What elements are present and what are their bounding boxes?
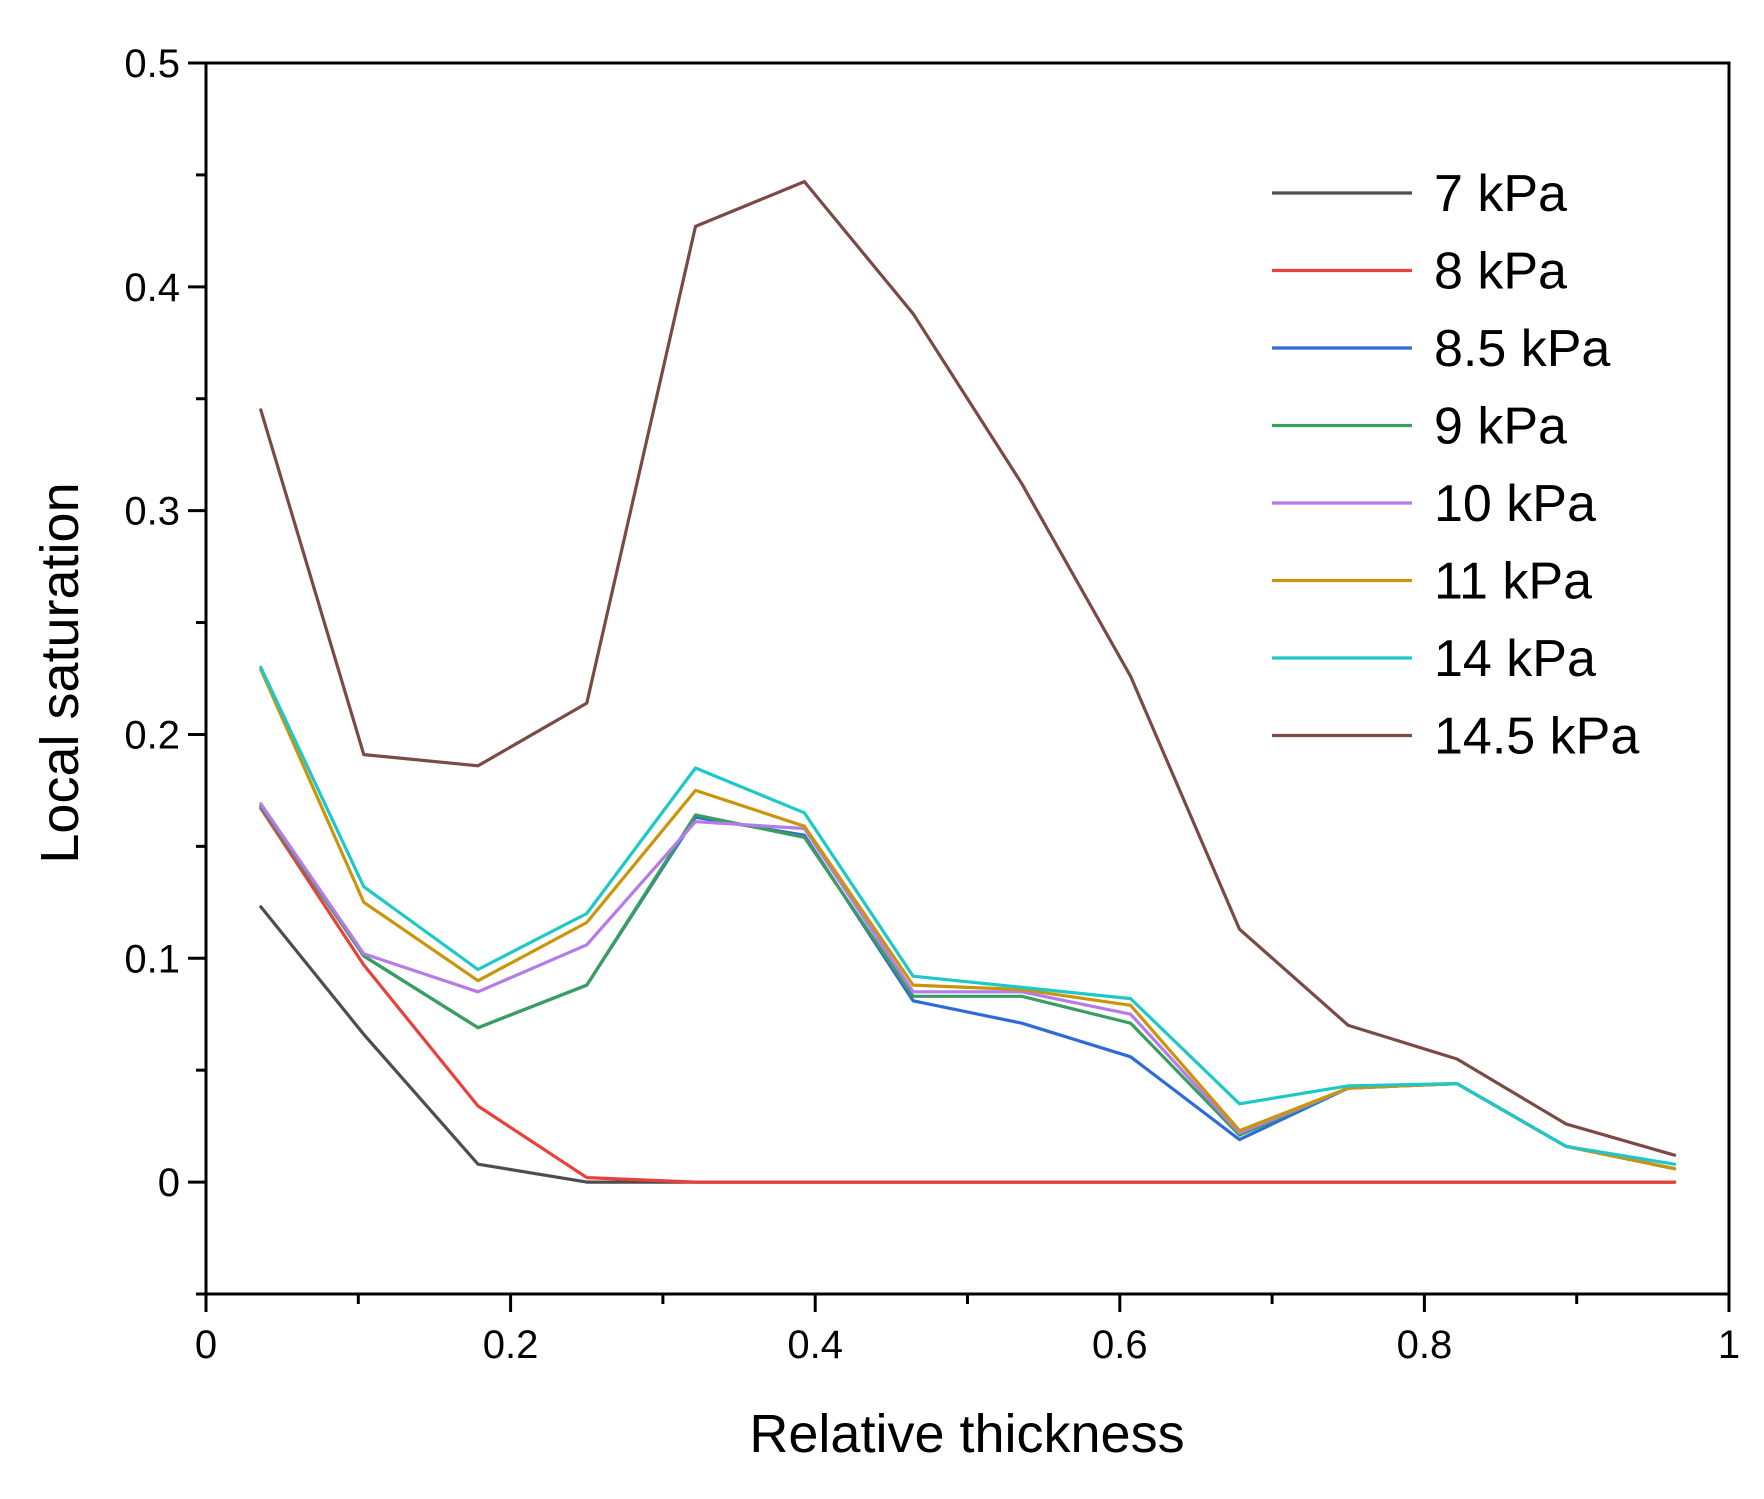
- x-tick-label: 0.2: [483, 1323, 539, 1367]
- y-axis-label: Local saturation: [30, 482, 90, 863]
- y-tick-label: 0.3: [124, 490, 180, 534]
- legend-label-3: 8.5 kPa: [1434, 320, 1610, 378]
- x-tick-label: 0.6: [1092, 1323, 1148, 1367]
- x-tick-labels: 0 0.2 0.4 0.6 0.8 1: [195, 1323, 1740, 1367]
- y-tick-label: 0.1: [124, 937, 180, 981]
- legend-label-5: 10 kPa: [1434, 475, 1596, 533]
- y-tick-label: 0.2: [124, 713, 180, 757]
- legend-label-2: 8 kPa: [1434, 243, 1567, 301]
- series-line-8: [259, 180, 1677, 1157]
- series-line-2: [259, 806, 1677, 1184]
- legend-label-6: 11 kPa: [1434, 553, 1592, 611]
- legend-label-8: 14.5 kPa: [1434, 708, 1639, 766]
- x-tick-label: 0.4: [787, 1323, 843, 1367]
- x-axis-label: Relative thickness: [749, 1404, 1184, 1464]
- series-line-1: [259, 905, 1677, 1184]
- y-tick-label: 0.4: [124, 266, 180, 310]
- y-tick-label: 0: [158, 1161, 180, 1205]
- x-tick-label: 1: [1718, 1323, 1740, 1367]
- x-tick-label: 0: [195, 1323, 217, 1367]
- legend-label-4: 9 kPa: [1434, 398, 1567, 456]
- legend-label-7: 14 kPa: [1434, 630, 1596, 688]
- y-tick-labels: 0 0.1 0.2 0.3 0.4 0.5: [124, 42, 180, 1205]
- legend: 7 kPa 8 kPa 8.5 kPa 9 kPa 10 kPa 11 kPa 14 kPa…: [1272, 165, 1639, 766]
- series-line-7: [259, 665, 1677, 1166]
- axis-ticks: [188, 61, 1731, 1312]
- series-lines: [259, 180, 1677, 1184]
- legend-label-1: 7 kPa: [1434, 165, 1567, 223]
- x-tick-label: 0.8: [1397, 1323, 1453, 1367]
- y-tick-label: 0.5: [124, 42, 180, 86]
